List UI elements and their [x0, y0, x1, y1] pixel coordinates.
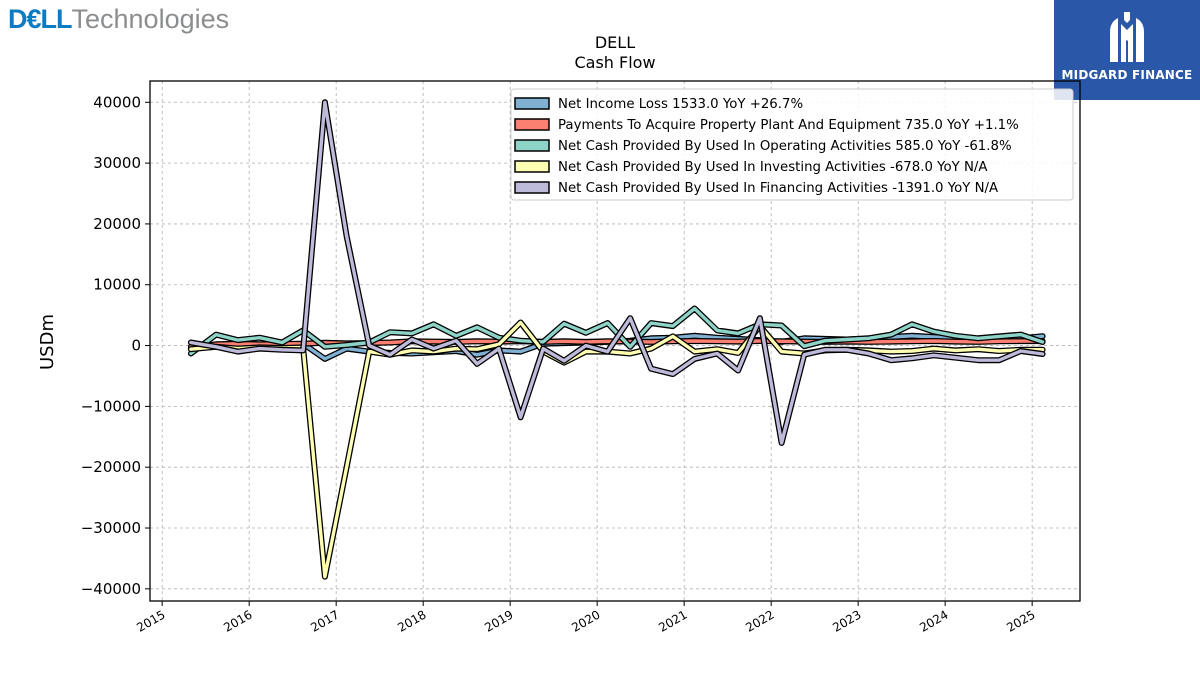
x-tick-label: 2017	[308, 607, 341, 634]
legend-swatch	[514, 97, 550, 110]
midgard-logo-icon	[1110, 12, 1144, 62]
legend-entry: Net Income Loss 1533.0 YoY +26.7%	[558, 97, 803, 112]
dell-wordmark: D€LL	[8, 4, 72, 34]
y-axis-label: USDm	[37, 314, 58, 370]
chart-title: DELL	[595, 33, 635, 52]
legend-swatch	[514, 139, 550, 152]
legend-swatch	[514, 160, 550, 173]
x-tick-label: 2021	[656, 607, 689, 634]
y-tick-label: 10000	[93, 276, 141, 294]
series-line	[189, 306, 1045, 356]
legend-entry: Net Cash Provided By Used In Investing A…	[558, 160, 988, 175]
legend: Net Income Loss 1533.0 YoY +26.7% Payment…	[510, 88, 1074, 201]
series-lines	[187, 99, 1046, 580]
series-5	[187, 99, 1046, 446]
plot-frame	[149, 80, 1081, 602]
series-4	[187, 319, 1046, 580]
y-tick-label: −30000	[81, 519, 141, 537]
y-tick-label: 0	[131, 337, 141, 355]
series-line	[189, 320, 1045, 579]
legend-swatch	[514, 118, 550, 131]
x-tick-label: 2018	[395, 607, 428, 634]
x-tick-label: 2015	[134, 607, 167, 634]
y-tick-label: 40000	[93, 93, 141, 111]
x-tick-label: 2022	[743, 607, 776, 634]
dell-technologies-logo: D€LLTechnologies	[8, 4, 229, 34]
midgard-finance-badge: MIDGARD FINANCE	[1054, 0, 1200, 100]
y-tick-label: −40000	[81, 580, 141, 598]
legend-swatch	[514, 181, 550, 194]
x-tick-label: 2016	[221, 607, 254, 634]
y-tick-label: −20000	[81, 458, 141, 476]
legend-box	[510, 88, 1074, 201]
y-tick-label: 30000	[93, 154, 141, 172]
y-tick-label: −10000	[81, 397, 141, 415]
legend-entry: Net Cash Provided By Used In Financing A…	[558, 181, 998, 196]
x-tick-label: 2025	[1004, 607, 1037, 634]
technologies-wordmark: Technologies	[71, 4, 230, 34]
x-tick-label: 2023	[830, 607, 863, 634]
series-line	[189, 100, 1045, 445]
y-tick-label: 20000	[93, 215, 141, 233]
x-tick-label: 2019	[482, 607, 515, 634]
x-tick-label: 2024	[917, 607, 950, 634]
legend-entry: Payments To Acquire Property Plant And E…	[558, 118, 1019, 133]
series-3	[187, 305, 1046, 357]
legend-entry: Net Cash Provided By Used In Operating A…	[558, 139, 1012, 154]
badge-label: MIDGARD FINANCE	[1061, 68, 1193, 82]
x-tick-label: 2020	[569, 607, 602, 634]
chart-subtitle: Cash Flow	[574, 53, 655, 72]
